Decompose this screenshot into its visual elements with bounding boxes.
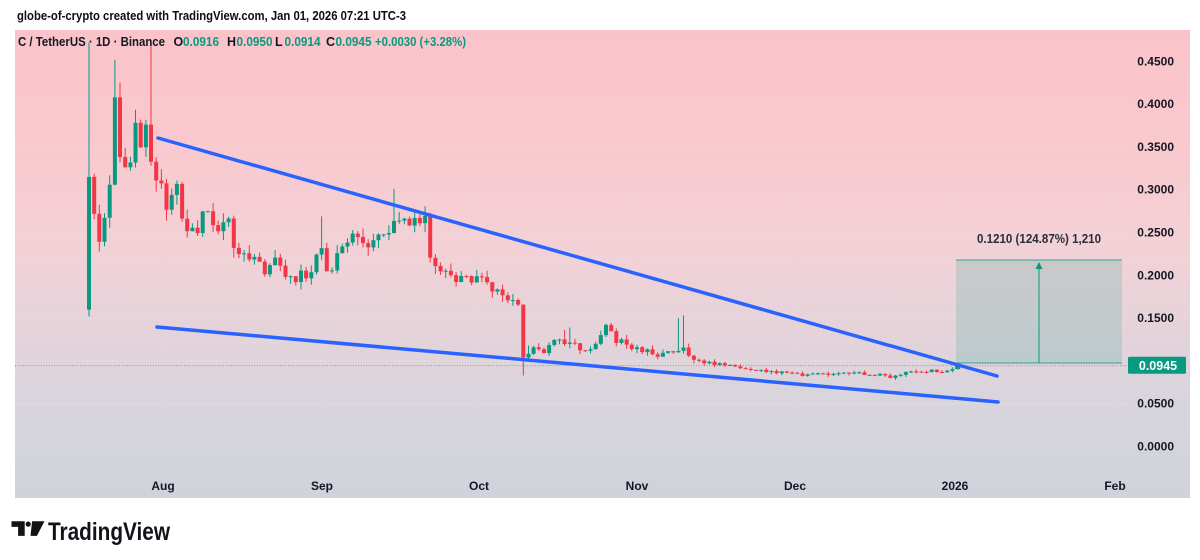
svg-text:0.0945: 0.0945: [1139, 359, 1177, 373]
svg-text:Oct: Oct: [469, 479, 489, 493]
svg-text:0.3500: 0.3500: [1137, 140, 1174, 154]
svg-text:Nov: Nov: [626, 479, 649, 493]
svg-text:0.2500: 0.2500: [1137, 226, 1174, 240]
svg-text:0.0945: 0.0945: [336, 35, 372, 49]
svg-text:0.4500: 0.4500: [1137, 54, 1174, 68]
svg-text:+0.0030 (+3.28%): +0.0030 (+3.28%): [375, 35, 466, 49]
svg-text:Feb: Feb: [1104, 479, 1125, 493]
svg-text:O: O: [174, 35, 184, 49]
svg-text:C: C: [326, 35, 335, 49]
svg-text:0.0500: 0.0500: [1137, 397, 1174, 411]
svg-text:globe-of-crypto created with T: globe-of-crypto created with TradingView…: [17, 8, 406, 23]
svg-text:0.4000: 0.4000: [1137, 97, 1174, 111]
svg-text:0.1500: 0.1500: [1137, 311, 1174, 325]
svg-text:0.2000: 0.2000: [1137, 268, 1174, 282]
svg-text:0.3000: 0.3000: [1137, 183, 1174, 197]
svg-text:TradingView: TradingView: [48, 518, 170, 546]
svg-text:Sep: Sep: [311, 479, 333, 493]
svg-text:0.0000: 0.0000: [1137, 440, 1174, 454]
svg-text:L: L: [275, 35, 283, 49]
svg-text:Dec: Dec: [784, 479, 806, 493]
svg-text:H: H: [227, 35, 236, 49]
svg-text:0.1210 (124.87%) 1,210: 0.1210 (124.87%) 1,210: [977, 231, 1101, 246]
svg-text:0.0916: 0.0916: [183, 35, 219, 49]
svg-text:2026: 2026: [942, 479, 969, 493]
svg-text:C / TetherUS · 1D · Binance: C / TetherUS · 1D · Binance: [18, 34, 165, 49]
svg-text:0.0914: 0.0914: [285, 35, 321, 49]
svg-text:0.0950: 0.0950: [237, 35, 273, 49]
svg-text:Aug: Aug: [151, 479, 174, 493]
